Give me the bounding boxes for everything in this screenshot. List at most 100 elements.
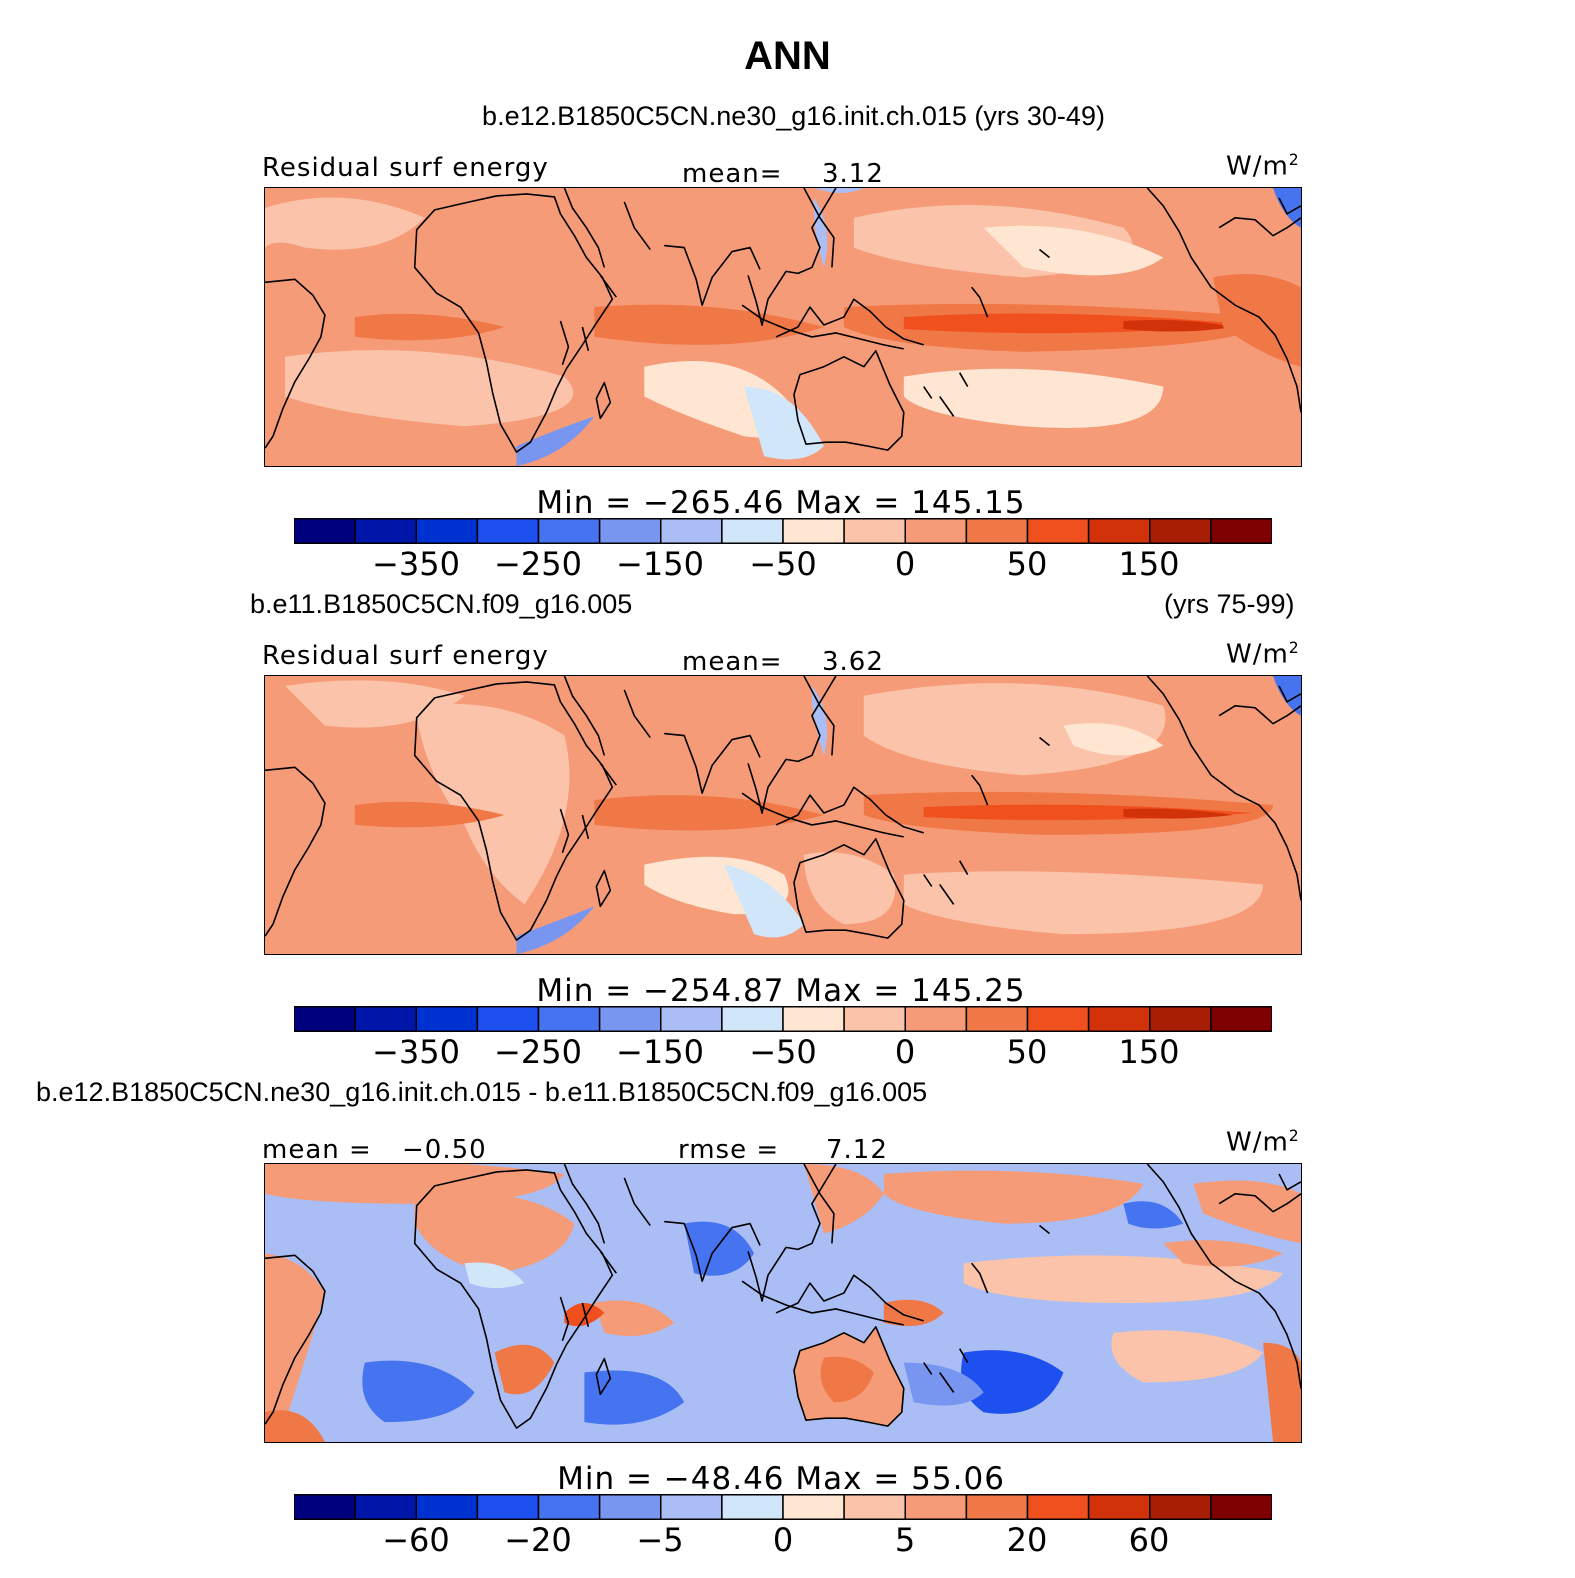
panel2-colorbar-tick: 0 xyxy=(894,1033,916,1071)
coastline xyxy=(741,304,904,350)
coastline xyxy=(1146,188,1301,413)
panel2-map xyxy=(264,675,1302,955)
contour-region xyxy=(1193,1180,1301,1244)
contour-region xyxy=(1123,808,1234,819)
colorbar-box xyxy=(721,1494,784,1520)
contour-region xyxy=(820,1356,874,1403)
colorbar-box xyxy=(965,518,1029,544)
coastline xyxy=(1278,685,1301,703)
colorbar-box xyxy=(1087,1006,1151,1032)
panel3-minmax: Min = −48.46 Max = 55.06 xyxy=(557,1461,1005,1497)
coastline xyxy=(595,381,612,420)
colorbar-box xyxy=(843,518,906,544)
coastline xyxy=(599,689,651,786)
colorbar-box xyxy=(1210,518,1272,544)
contour-region xyxy=(744,386,824,460)
coastline xyxy=(559,1296,590,1341)
coastline xyxy=(413,681,614,941)
colorbar-box xyxy=(294,1494,356,1520)
contour-region xyxy=(1263,1342,1301,1442)
colorbar-box xyxy=(965,1494,1029,1520)
panel3-colorbar-tick: 5 xyxy=(894,1521,916,1559)
contour-region xyxy=(813,188,864,268)
coastline xyxy=(265,278,326,449)
panel2-colorbar-tick: 150 xyxy=(1118,1033,1180,1071)
panel1-minmax: Min = −265.46 Max = 145.15 xyxy=(536,485,1026,521)
contour-region xyxy=(883,1170,1144,1224)
coastline xyxy=(1218,704,1301,725)
contour-region xyxy=(594,304,824,345)
panel2-run-label: b.e11.B1850C5CN.f09_g16.005 xyxy=(250,589,633,619)
contour-region xyxy=(1111,1330,1264,1383)
coastline xyxy=(563,188,606,268)
panel3-colorbar-tick: −20 xyxy=(504,1521,572,1559)
coastline xyxy=(664,1220,761,1282)
colorbar-box xyxy=(537,518,601,544)
panel3-colorbar-tick: 20 xyxy=(1006,1521,1048,1559)
coastline xyxy=(1278,197,1301,215)
contour-region xyxy=(414,1191,575,1274)
colorbar-box xyxy=(598,518,662,544)
coastline xyxy=(793,838,905,939)
coastline xyxy=(413,193,614,453)
panel1-colorbar-tick: −250 xyxy=(494,545,582,583)
colorbar-box xyxy=(1087,1494,1151,1520)
panel1-units: W/m2 xyxy=(1226,151,1300,182)
contour-region xyxy=(265,197,425,250)
contour-region xyxy=(811,685,828,756)
panel1-colorbar xyxy=(294,518,1272,544)
panel2-colorbar xyxy=(294,1006,1272,1032)
colorbar-box xyxy=(598,1006,662,1032)
contour-region xyxy=(564,1303,605,1327)
coastline xyxy=(664,732,761,794)
colorbar-box xyxy=(660,518,723,544)
coastline xyxy=(559,320,590,365)
contour-region xyxy=(414,703,570,905)
contour-region xyxy=(803,1164,884,1234)
contour-region xyxy=(265,1410,325,1442)
colorbar-box xyxy=(354,1494,417,1520)
contour-region xyxy=(584,1370,685,1425)
panel3-rmse-value: 7.12 xyxy=(826,1135,888,1165)
coastline xyxy=(599,1177,651,1274)
coastline xyxy=(1146,1164,1301,1389)
colorbar-box xyxy=(965,1006,1029,1032)
colorbar-box xyxy=(537,1006,601,1032)
panel1-colorbar-tick: 150 xyxy=(1118,545,1180,583)
contour-region xyxy=(464,1262,525,1289)
contour-region xyxy=(516,906,595,954)
coastline xyxy=(775,786,924,834)
colorbar-box xyxy=(721,1006,784,1032)
colorbar-box xyxy=(782,518,845,544)
coastline xyxy=(793,350,905,451)
coastline xyxy=(741,792,904,838)
contour-region xyxy=(724,864,804,938)
panel2-mean-label: mean= xyxy=(682,647,783,677)
coastline xyxy=(595,869,612,908)
panel3-colorbar xyxy=(294,1494,1272,1520)
panel3-mean-label: mean = xyxy=(262,1135,372,1165)
panel3-colorbar-tick: −5 xyxy=(636,1521,684,1559)
contour-region xyxy=(983,225,1164,276)
contour-region xyxy=(284,350,574,427)
contour-region xyxy=(903,871,1264,935)
coastline xyxy=(1278,1173,1301,1191)
colorbar-box xyxy=(1026,518,1090,544)
colorbar-box xyxy=(660,1494,723,1520)
coastline xyxy=(923,372,969,417)
colorbar-box xyxy=(721,518,784,544)
panel1-map xyxy=(264,187,1302,467)
colorbar-box xyxy=(415,1006,479,1032)
coastline xyxy=(595,1357,612,1396)
colorbar-box xyxy=(476,518,540,544)
contour-region xyxy=(594,795,824,831)
panel3-map xyxy=(264,1163,1302,1443)
page-title: ANN xyxy=(744,34,831,78)
colorbar-box xyxy=(782,1006,845,1032)
colorbar-box xyxy=(660,1006,723,1032)
coastline xyxy=(803,676,835,756)
colorbar-box xyxy=(1210,1494,1272,1520)
panel2-colorbar-tick: −250 xyxy=(494,1033,582,1071)
panel1-colorbar-tick: −50 xyxy=(749,545,817,583)
coastline xyxy=(741,1280,904,1326)
